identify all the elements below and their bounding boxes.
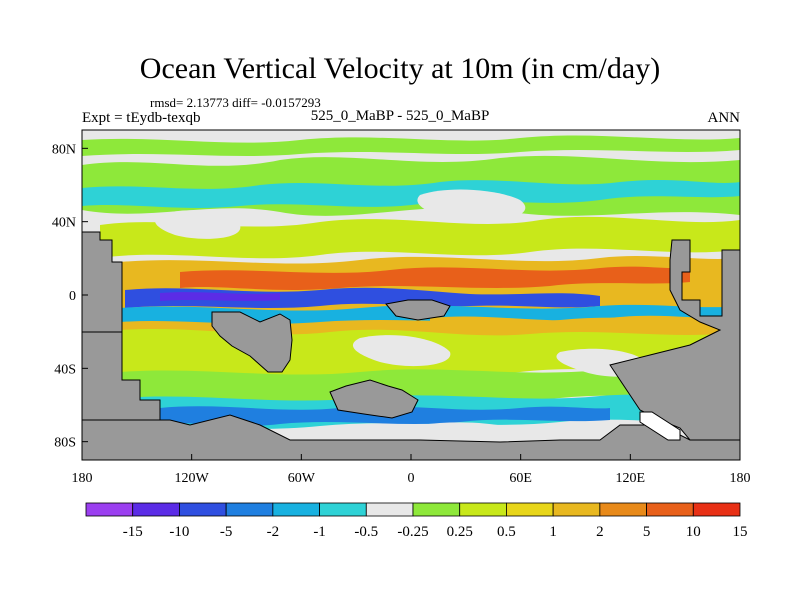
axes: 180 120W 60W 0 60E 120E 180 80N 40N 0 40S 80S: [52, 142, 751, 486]
colorbar-swatch: [132, 502, 180, 517]
land-antarctica: [82, 414, 740, 460]
colorbar-swatch: [412, 502, 461, 517]
band-north-cyan: [82, 180, 740, 208]
colorbar-label: -0.5: [354, 524, 378, 540]
colorbar-swatch: [646, 502, 694, 517]
island-central: [385, 299, 451, 321]
colorbar-label: 0.25: [447, 524, 473, 540]
colorbar-label: -10: [169, 524, 189, 540]
colorbar-label: 5: [643, 524, 651, 540]
rmsd-diff-stats: rmsd= 2.13773 diff= -0.0157293: [150, 95, 321, 110]
experiment-label: Expt = tEydb-texqb: [82, 110, 201, 126]
velocity-map: [82, 130, 740, 460]
x-tick-label: 60E: [509, 471, 532, 486]
island-south-america: [211, 311, 293, 373]
colorbar-label: 10: [686, 524, 701, 540]
y-tick-label: 80S: [54, 436, 76, 451]
x-tick-label: 0: [408, 471, 415, 486]
band-equatorial-blue: [125, 287, 600, 308]
colorbar-swatch: [552, 502, 601, 517]
band-north-yellow: [100, 216, 740, 259]
colorbar-swatch: [179, 502, 227, 517]
y-tick-label: 0: [69, 289, 76, 304]
blob-north-white-2: [155, 210, 241, 239]
colorbar-swatch: [319, 502, 367, 517]
colorbar-swatch: [459, 502, 507, 517]
x-tick-label: 60W: [288, 471, 316, 486]
band-equatorial-red: [180, 266, 690, 290]
colorbar-label: -0.25: [397, 524, 428, 540]
colorbar-swatch: [692, 502, 741, 517]
colorbar-label: 0.5: [497, 524, 516, 540]
y-tick-label: 40N: [52, 216, 76, 231]
colorbar-swatch: [506, 502, 554, 517]
plot-title: Ocean Vertical Velocity at 10m (in cm/da…: [139, 52, 661, 85]
x-tick-label: 180: [72, 471, 93, 486]
y-tick-label: 80N: [52, 142, 76, 157]
colorbar-label: 2: [596, 524, 604, 540]
colorbar-label: -5: [220, 524, 233, 540]
band-south-green: [120, 368, 730, 405]
colorbar-label: -1: [313, 524, 326, 540]
colorbar-swatch: [225, 502, 274, 517]
colorbar-swatch: [272, 502, 320, 517]
land-east-strip: [639, 411, 681, 441]
colorbar-label: 15: [733, 524, 748, 540]
colorbar-label: -2: [267, 524, 280, 540]
colorbar: -15 -10 -5 -2 -1 -0.5 -0.25 0.25 0.5 1 2 5 10 15: [85, 502, 748, 540]
season-label: ANN: [707, 110, 741, 126]
colorbar-label: -15: [123, 524, 143, 540]
case-label: 525_0_MaBP - 525_0_MaBP: [310, 108, 490, 124]
colorbar-swatch: [599, 502, 647, 517]
band-equatorial-deepblue: [160, 292, 280, 301]
x-tick-label: 120W: [175, 471, 210, 486]
blob-north-white-1: [417, 189, 526, 222]
x-tick-label: 120E: [616, 471, 646, 486]
colorbar-label: 1: [549, 524, 557, 540]
y-tick-label: 40S: [54, 362, 76, 377]
blob-south-white-3: [416, 422, 541, 446]
island-africa: [329, 379, 419, 419]
colorbar-swatch: [85, 502, 134, 517]
x-tick-label: 180: [730, 471, 751, 486]
colorbar-swatch: [365, 502, 414, 517]
band-north-green-2: [82, 135, 740, 156]
blob-south-white-1: [352, 335, 451, 367]
